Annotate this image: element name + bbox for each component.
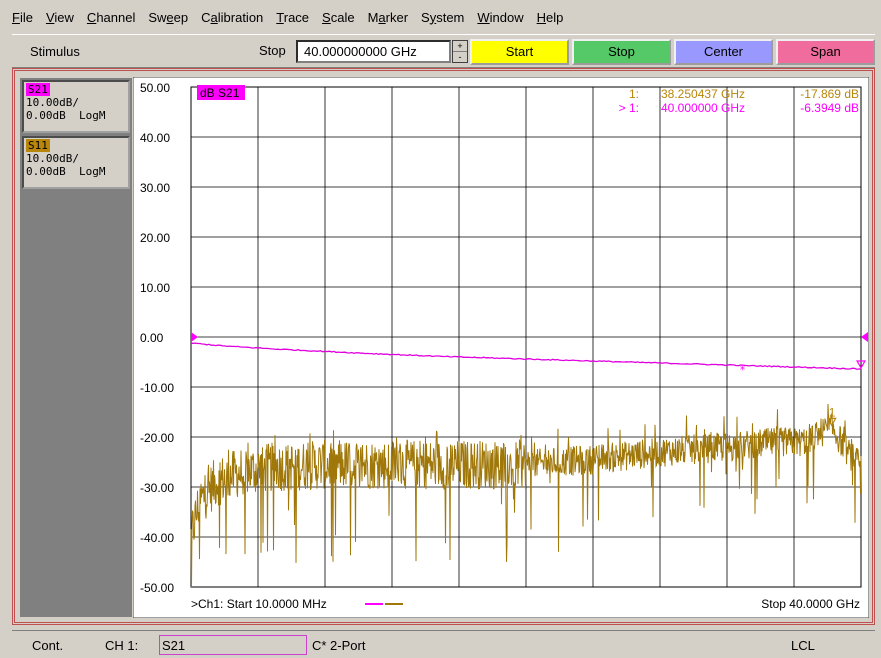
- marker-readout-value: -6.3949 dB: [800, 101, 859, 115]
- menu-bar: File View Channel Sweep Calibration Trace Scal…: [0, 0, 881, 34]
- trace-point-star-icon: *: [740, 364, 746, 377]
- menu-calibration[interactable]: Calibration: [201, 9, 264, 25]
- trace-format-s11: LogM: [79, 165, 106, 178]
- trace-scale-s11: 10.00dB/: [26, 152, 79, 165]
- menu-channel[interactable]: Channel: [86, 9, 136, 25]
- stimulus-label: Stimulus: [30, 44, 80, 59]
- y-tick-label: -40.00: [140, 531, 174, 545]
- menu-trace[interactable]: Trace: [276, 9, 310, 25]
- trace-name-s11: S11: [26, 139, 50, 152]
- y-tick-label: -50.00: [140, 581, 174, 595]
- marker-readout-prefix: > 1:: [619, 101, 639, 115]
- marker-2-symbol[interactable]: [855, 360, 867, 370]
- marker-readout-value: -17.869 dB: [800, 87, 859, 101]
- calibration-status: C* 2-Port: [312, 638, 366, 653]
- sweep-stop-label: Stop 40.0000 GHz: [761, 597, 860, 611]
- stop-frequency-input[interactable]: 40.000000000 GHz: [296, 40, 451, 63]
- menu-marker[interactable]: Marker: [367, 9, 409, 25]
- span-button[interactable]: Span: [776, 39, 875, 65]
- menu-system[interactable]: System: [421, 9, 465, 25]
- active-trace-label: dB S21: [200, 86, 240, 100]
- stop-button[interactable]: Stop: [572, 39, 671, 65]
- y-tick-label: -30.00: [140, 481, 174, 495]
- sweep-mode-status: Cont.: [32, 638, 64, 653]
- center-button[interactable]: Center: [674, 39, 773, 65]
- toolbar: Stimulus Stop 40.000000000 GHz + - Start…: [12, 34, 875, 68]
- marker-readout-freq: 38.250437 GHz: [661, 87, 745, 101]
- spin-down-icon[interactable]: -: [458, 52, 462, 62]
- trace-ref-s11: 0.00dB: [26, 165, 66, 178]
- trace-graph[interactable]: 50.00 40.00 30.00 20.00 10.00 0.00 -10.00 -20.0…: [133, 77, 869, 618]
- y-tick-label: 50.00: [140, 81, 170, 95]
- spin-up-icon[interactable]: +: [453, 41, 467, 52]
- y-tick-label: 30.00: [140, 181, 170, 195]
- menu-scale[interactable]: Scale: [322, 9, 355, 25]
- trace-ref-s21: 0.00dB: [26, 109, 66, 122]
- trace-scale-s21: 10.00dB/: [26, 96, 79, 109]
- marker-readout-prefix: 1:: [629, 87, 639, 101]
- trace-name-s21: S21: [26, 83, 50, 96]
- y-tick-label: -10.00: [140, 381, 174, 395]
- marker-readout-freq: 40.000000 GHz: [661, 101, 745, 115]
- trace-s21-line: [190, 342, 862, 370]
- y-tick-label: 40.00: [140, 131, 170, 145]
- start-button[interactable]: Start: [470, 39, 569, 65]
- stop-field-label: Stop: [259, 43, 286, 58]
- trace-format-s21: LogM: [79, 109, 106, 122]
- marker-1-number: 1: [829, 405, 836, 419]
- y-tick-label: 0.00: [140, 331, 164, 345]
- ref-level-left-arrow[interactable]: [191, 332, 198, 342]
- active-trace-status[interactable]: S21: [159, 635, 307, 655]
- remote-status: LCL: [791, 638, 815, 653]
- ref-level-right-arrow[interactable]: [861, 332, 868, 342]
- menu-window[interactable]: Window: [477, 9, 524, 25]
- trace-box-s21[interactable]: S21 10.00dB/ 0.00dB LogM: [22, 80, 130, 133]
- stop-frequency-spinner[interactable]: + -: [452, 40, 468, 63]
- status-bar: Cont. CH 1: S21 C* 2-Port LCL: [12, 630, 875, 658]
- y-tick-label: -20.00: [140, 431, 174, 445]
- trace-status-panel: S21 10.00dB/ 0.00dB LogM S11 10.00dB/ 0.…: [20, 78, 132, 617]
- menu-file[interactable]: File: [12, 9, 33, 25]
- menu-view[interactable]: View: [45, 9, 74, 25]
- trace-box-s11[interactable]: S11 10.00dB/ 0.00dB LogM: [22, 136, 130, 189]
- menu-sweep[interactable]: Sweep: [148, 9, 189, 25]
- y-tick-label: 20.00: [140, 231, 170, 245]
- menu-help[interactable]: Help: [536, 9, 564, 25]
- marker-1-symbol[interactable]: [826, 417, 837, 427]
- channel-status: CH 1:: [105, 638, 139, 653]
- active-trace-badge: [197, 85, 245, 100]
- trace-s11-line: [190, 403, 862, 588]
- sweep-start-label: >Ch1: Start 10.0000 MHz: [191, 597, 327, 611]
- y-tick-label: 10.00: [140, 281, 170, 295]
